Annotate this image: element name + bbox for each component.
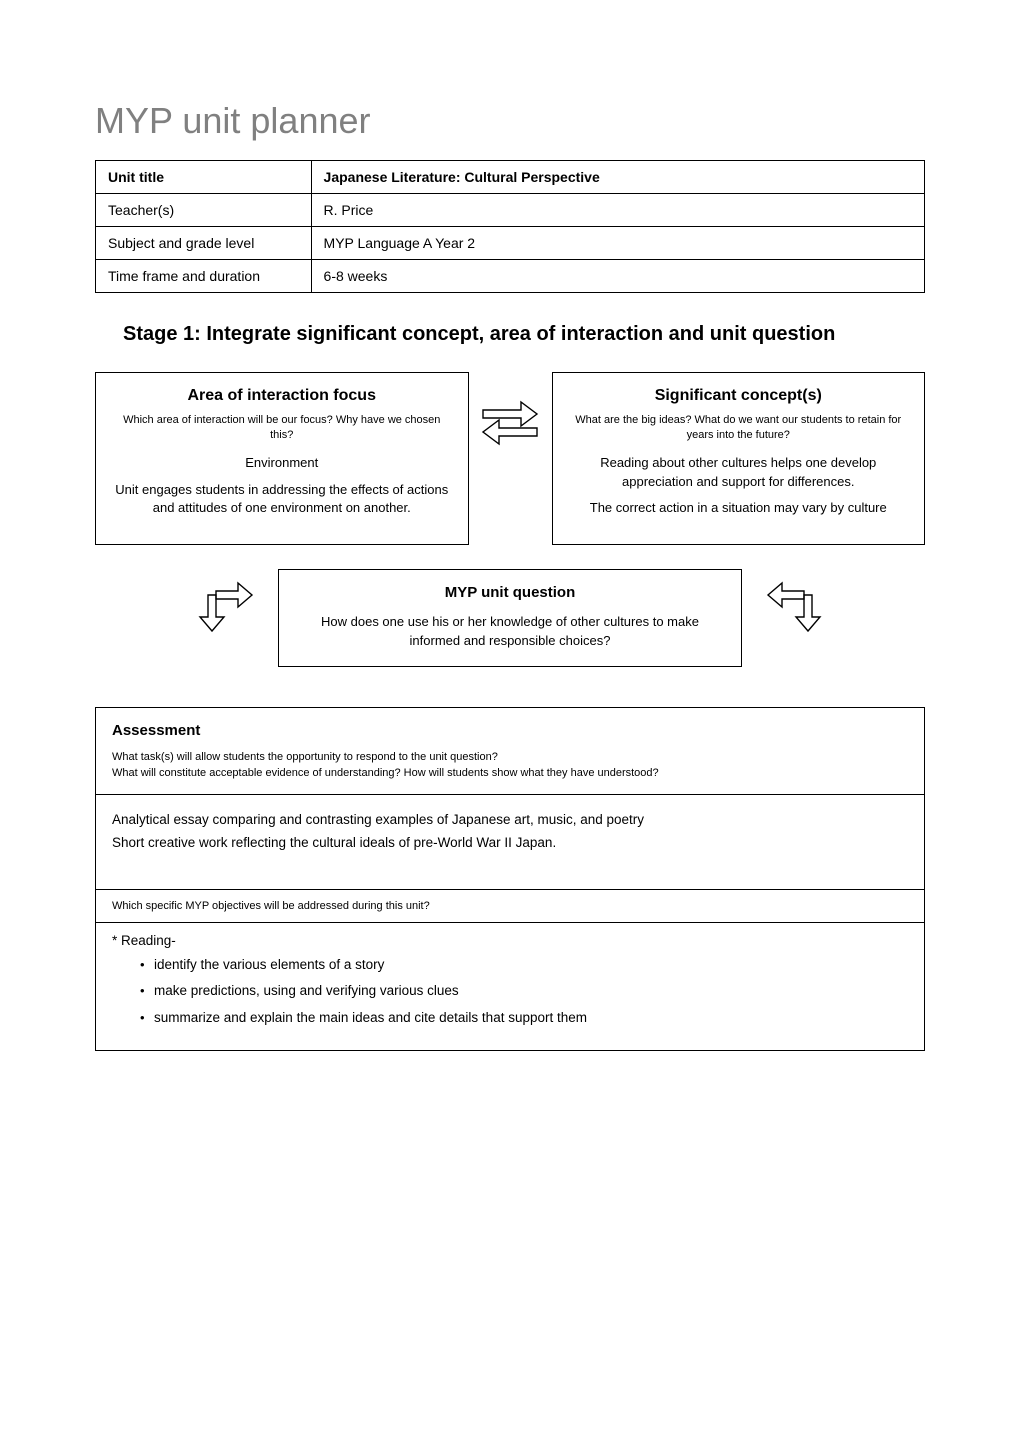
timeframe-value: 6-8 weeks	[311, 260, 924, 293]
unit-question-box: MYP unit question How does one use his o…	[278, 569, 743, 666]
assessment-mid2: Short creative work reflecting the cultu…	[112, 832, 908, 855]
sig-body1: Reading about other cultures helps one d…	[567, 454, 911, 492]
list-item: make predictions, using and verifying va…	[154, 982, 908, 1001]
sig-body2: The correct action in a situation may va…	[567, 499, 911, 518]
aoi-sub: Which area of interaction will be our fo…	[110, 413, 454, 444]
page-title: MYP unit planner	[95, 100, 925, 142]
stage-heading: Stage 1: Integrate significant concept, …	[123, 321, 925, 348]
table-row: Unit title Japanese Literature: Cultural…	[96, 161, 925, 194]
aoi-title: Area of interaction focus	[110, 387, 454, 405]
teacher-value: R. Price	[311, 194, 924, 227]
table-row: Teacher(s) R. Price	[96, 194, 925, 227]
list-item: summarize and explain the main ideas and…	[154, 1009, 908, 1028]
assessment-box: Assessment What task(s) will allow stude…	[95, 707, 925, 1052]
up-right-arrow-icon	[194, 569, 260, 635]
up-left-arrow-icon	[760, 569, 826, 635]
double-arrow-icon	[469, 372, 552, 448]
assessment-tasks: Analytical essay comparing and contrasti…	[96, 795, 924, 890]
reading-category: * Reading-	[112, 933, 908, 948]
uq-title: MYP unit question	[299, 584, 722, 601]
aoi-box: Area of interaction focus Which area of …	[95, 372, 469, 545]
assessment-q1: What task(s) will allow students the opp…	[112, 749, 908, 766]
concept-row: Area of interaction focus Which area of …	[95, 372, 925, 545]
subject-label: Subject and grade level	[96, 227, 312, 260]
sig-title: Significant concept(s)	[567, 387, 911, 405]
info-table: Unit title Japanese Literature: Cultural…	[95, 160, 925, 293]
assessment-title: Assessment	[112, 722, 908, 739]
uq-body: How does one use his or her knowledge of…	[299, 613, 722, 649]
aoi-body1: Environment	[110, 454, 454, 473]
timeframe-label: Time frame and duration	[96, 260, 312, 293]
assessment-objectives: * Reading- identify the various elements…	[96, 923, 924, 1051]
sig-sub: What are the big ideas? What do we want …	[567, 413, 911, 444]
assessment-q2: What will constitute acceptable evidence…	[112, 765, 908, 782]
assessment-obj-q: Which specific MYP objectives will be ad…	[96, 890, 924, 923]
unit-title-value: Japanese Literature: Cultural Perspectiv…	[311, 161, 924, 194]
objectives-list: identify the various elements of a story…	[112, 956, 908, 1029]
subject-value: MYP Language A Year 2	[311, 227, 924, 260]
table-row: Subject and grade level MYP Language A Y…	[96, 227, 925, 260]
assessment-mid1: Analytical essay comparing and contrasti…	[112, 809, 908, 832]
list-item: identify the various elements of a story	[154, 956, 908, 975]
assessment-header: Assessment What task(s) will allow stude…	[96, 708, 924, 795]
sig-box: Significant concept(s) What are the big …	[552, 372, 926, 545]
teacher-label: Teacher(s)	[96, 194, 312, 227]
unit-question-row: MYP unit question How does one use his o…	[95, 569, 925, 666]
table-row: Time frame and duration 6-8 weeks	[96, 260, 925, 293]
aoi-body2: Unit engages students in addressing the …	[110, 481, 454, 519]
unit-title-label: Unit title	[96, 161, 312, 194]
